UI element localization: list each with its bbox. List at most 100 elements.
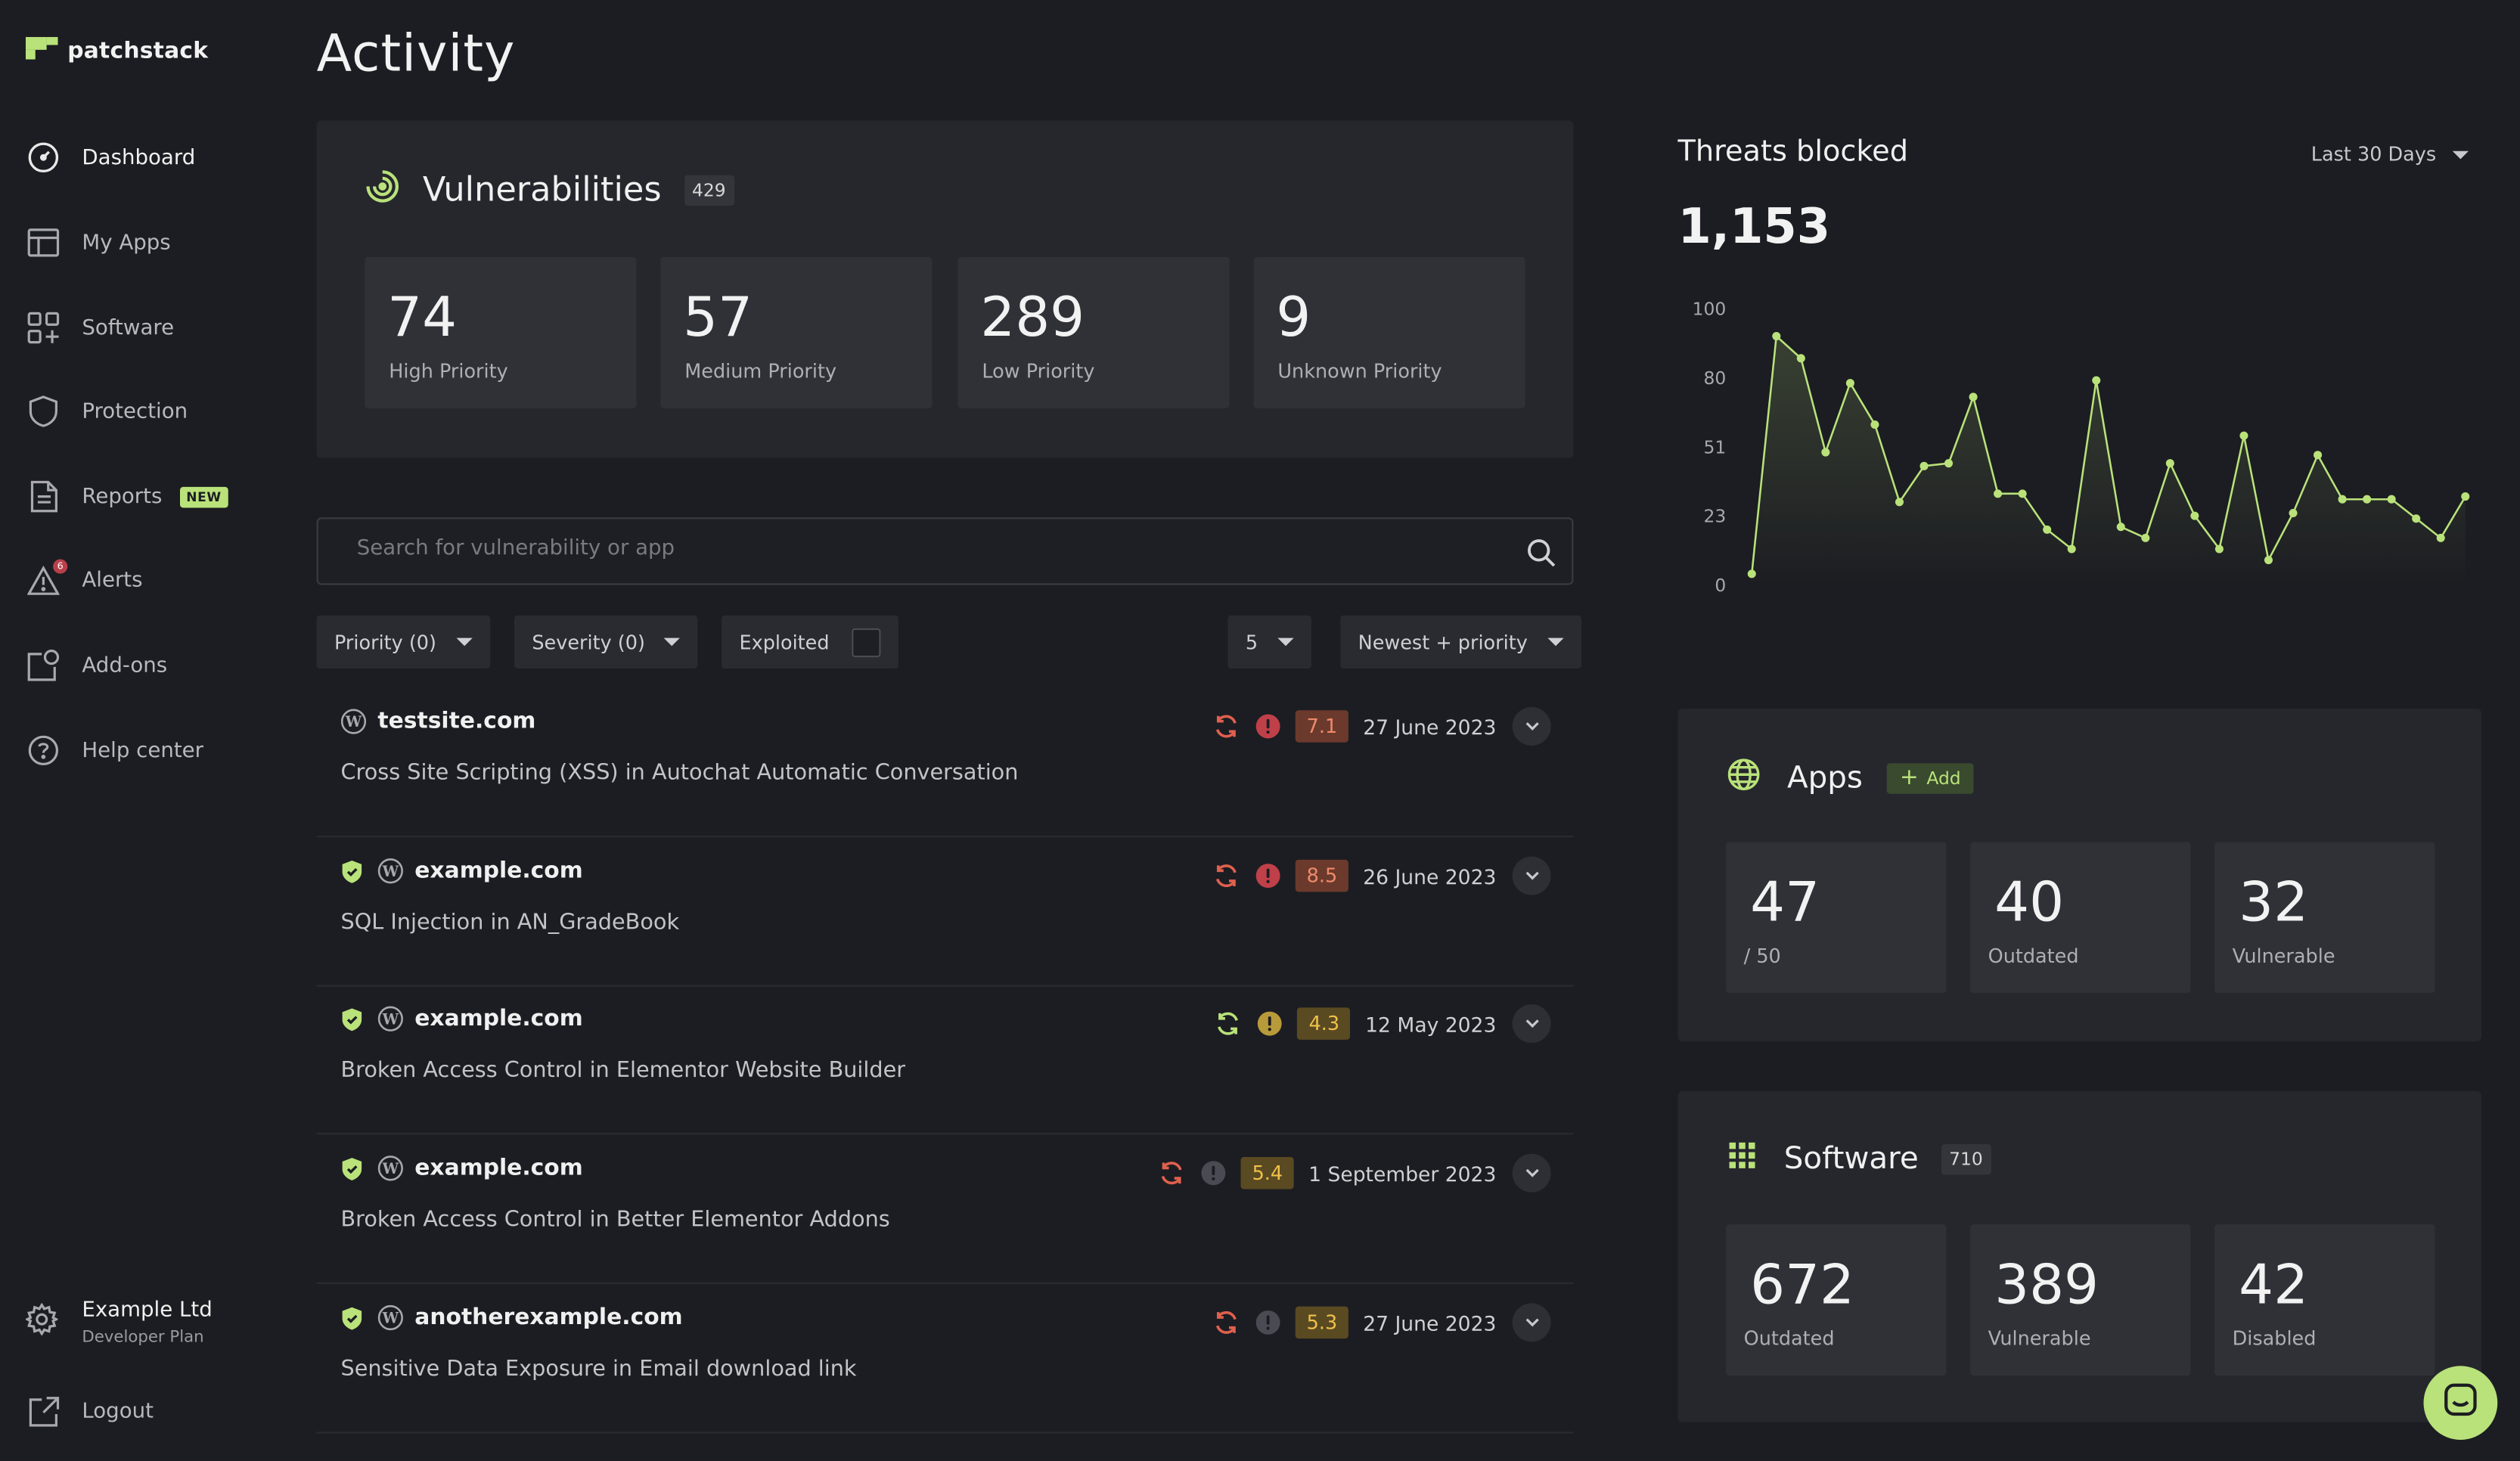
data-point[interactable] [2338,495,2347,504]
vulnerability-title[interactable]: Broken Access Control in Elementor Websi… [340,1057,906,1084]
sidebar-item-alerts[interactable]: 6 Alerts [26,559,143,600]
expand-button[interactable] [1512,1303,1551,1342]
grid-plus-icon [26,310,61,346]
vulnerability-title[interactable]: Broken Access Control in Better Elemento… [340,1206,890,1233]
update-icon[interactable] [1213,863,1239,889]
data-point[interactable] [1895,498,1904,507]
cvss-score-badge: 5.4 [1240,1157,1295,1190]
data-point[interactable] [2116,523,2125,532]
site-domain[interactable]: example.com [414,1006,583,1032]
data-point[interactable] [1944,459,1954,468]
priority-filter[interactable]: Priority (0) [316,615,490,668]
update-icon[interactable] [1213,1310,1239,1335]
account-menu[interactable]: Example Ltd Developer Plan [24,1298,213,1347]
exploited-checkbox[interactable] [852,627,881,657]
sidebar-item-label: My Apps [82,230,171,255]
data-point[interactable] [1969,392,1978,402]
data-point[interactable] [1796,354,1805,363]
data-point[interactable] [2141,533,2150,542]
vulnerability-date: 12 May 2023 [1365,1011,1497,1036]
sidebar-item-software[interactable]: Software [26,309,174,347]
data-point[interactable] [2264,556,2273,565]
data-point[interactable] [2239,431,2248,440]
sidebar-item-dashboard[interactable]: Dashboard [26,138,195,177]
sidebar-item-my-apps[interactable]: My Apps [26,223,171,262]
data-point[interactable] [2412,514,2421,523]
data-point[interactable] [2461,492,2470,501]
update-icon[interactable] [1215,1011,1241,1037]
external-link-icon [26,1393,61,1428]
data-point[interactable] [2190,511,2199,520]
data-point[interactable] [1870,420,1879,430]
expand-button[interactable] [1512,1153,1551,1193]
range-select[interactable]: Last 30 Days [2311,143,2469,166]
svg-text:W: W [382,863,399,880]
add-app-button[interactable]: + Add [1886,762,1974,793]
vulnerability-title[interactable]: Cross Site Scripting (XSS) in Autochat A… [340,760,1019,786]
data-point[interactable] [1919,461,1929,470]
expand-button[interactable] [1512,707,1551,746]
data-point[interactable] [2436,533,2445,542]
sidebar-item-label: Software [82,315,175,340]
data-point[interactable] [2092,376,2101,385]
software-card: Software 710 672 Outdated 389 Vulnerable… [1677,1090,2481,1422]
data-point[interactable] [2043,525,2052,534]
data-point[interactable] [2067,544,2076,554]
software-stat-vulnerable[interactable]: 389 Vulnerable [1970,1224,2191,1376]
data-point[interactable] [1747,569,1756,579]
site-domain[interactable]: example.com [414,858,583,884]
vulnerability-title[interactable]: Sensitive Data Exposure in Email downloa… [340,1356,857,1382]
chevron-down-icon [1525,1019,1539,1028]
data-point[interactable] [1821,448,1830,457]
search-input[interactable] [356,536,1482,561]
caret-down-icon [1277,637,1293,647]
update-icon[interactable] [1159,1160,1184,1186]
wordpress-icon: W [377,1006,403,1031]
site-domain[interactable]: example.com [414,1155,583,1181]
logo[interactable]: patchstack [26,36,208,66]
data-point[interactable] [2165,459,2174,468]
software-stat-disabled[interactable]: 42 Disabled [2214,1224,2435,1376]
data-point[interactable] [2314,451,2323,460]
data-point[interactable] [1994,489,2003,498]
chat-button[interactable] [2423,1366,2498,1440]
sidebar-item-protection[interactable]: Protection [26,392,188,431]
search-icon[interactable] [1527,538,1556,574]
sidebar-item-add-ons[interactable]: Add-ons [26,646,167,684]
vulnerability-title[interactable]: SQL Injection in AN_GradeBook [340,909,680,935]
severity-filter[interactable]: Severity (0) [514,615,699,668]
software-stat-outdated[interactable]: 672 Outdated [1726,1224,1947,1376]
data-point[interactable] [2363,495,2372,504]
sidebar-item-help-center[interactable]: Help center [26,731,203,770]
data-point[interactable] [2214,544,2224,554]
stat-unknown-priority[interactable]: 9 Unknown Priority [1253,257,1525,408]
apps-stat-total[interactable]: 47 / 50 [1726,842,1947,994]
data-point[interactable] [1772,332,1781,341]
data-point[interactable] [2018,489,2027,498]
expand-button[interactable] [1512,856,1551,895]
sort-select[interactable]: Newest + priority [1340,615,1581,668]
exploited-filter[interactable]: Exploited [722,615,898,668]
site-domain[interactable]: testsite.com [377,709,536,735]
stat-medium-priority[interactable]: 57 Medium Priority [660,257,933,408]
apps-stat-outdated[interactable]: 40 Outdated [1970,842,2191,994]
site-domain[interactable]: anotherexample.com [414,1304,683,1331]
data-point[interactable] [2387,495,2396,504]
data-point[interactable] [1845,379,1854,388]
expand-button[interactable] [1512,1004,1551,1044]
stat-high-priority[interactable]: 74 High Priority [365,257,637,408]
sidebar-item-reports[interactable]: Reports NEW [26,477,228,516]
data-point[interactable] [2289,508,2298,517]
logout-link[interactable]: Logout [26,1391,154,1430]
apps-stat-vulnerable[interactable]: 32 Vulnerable [2214,842,2435,994]
update-icon[interactable] [1213,714,1239,740]
per-page-select[interactable]: 5 [1227,615,1311,668]
stat-low-priority[interactable]: 289 Low Priority [957,257,1230,408]
